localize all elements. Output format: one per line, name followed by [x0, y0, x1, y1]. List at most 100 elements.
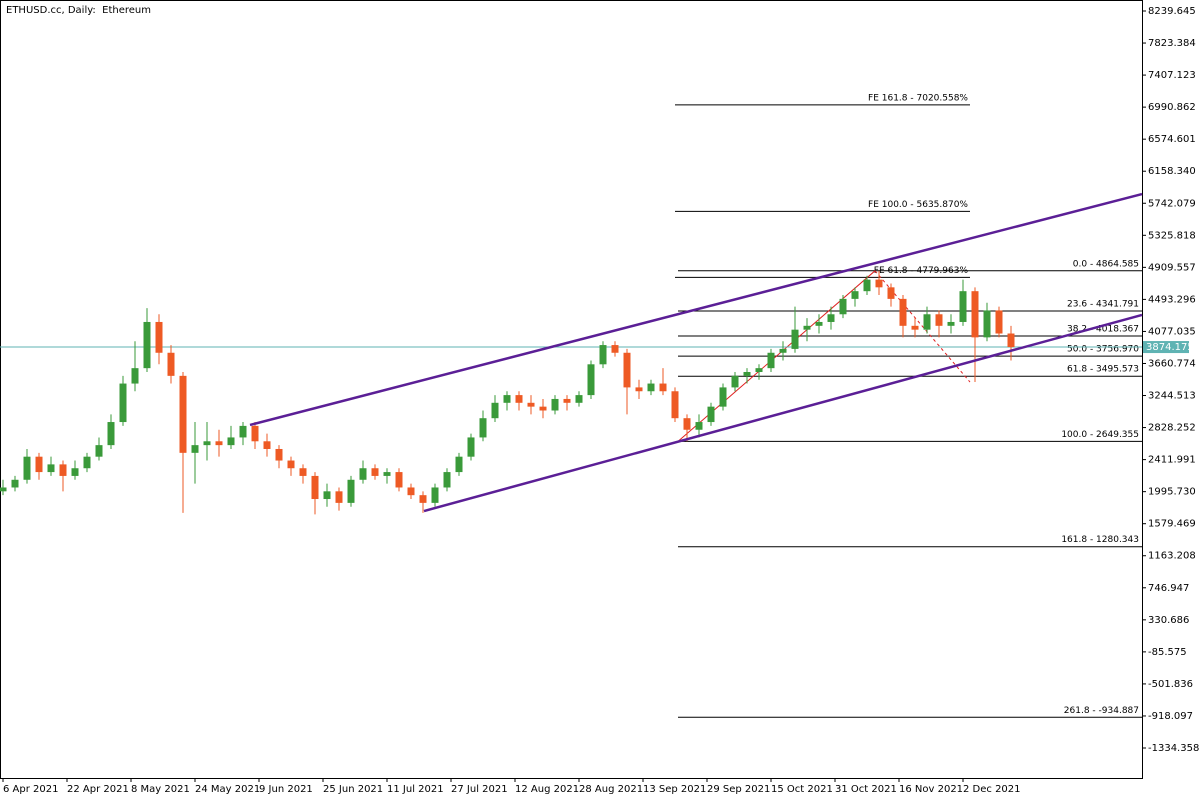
candle-body — [887, 287, 895, 299]
candle-body — [407, 487, 415, 496]
candle-body — [899, 298, 907, 326]
candle-body — [335, 491, 343, 503]
candle-body — [803, 325, 811, 330]
x-tick-label: 31 Oct 2021 — [835, 784, 897, 795]
x-tick-label: 16 Nov 2021 — [899, 784, 963, 795]
candle-body — [371, 468, 379, 476]
x-tick-label: 11 Jul 2021 — [387, 784, 444, 795]
fib-expansion-label: FE 61.8 - 4779.963% — [874, 266, 969, 276]
y-tick-label: 8239.645 — [1148, 6, 1196, 17]
candle-body — [923, 314, 931, 330]
candle-body — [275, 448, 283, 461]
channel-line — [249, 192, 1143, 427]
y-tick-label: -85.575 — [1148, 647, 1187, 658]
y-tick-label: 7407.123 — [1148, 70, 1196, 81]
candle-body — [227, 437, 235, 446]
candle-body — [11, 479, 19, 488]
candle-body — [35, 456, 43, 473]
candle-body — [695, 422, 703, 430]
candle-body — [263, 441, 271, 449]
candle-body — [971, 291, 979, 338]
candle-body — [23, 456, 31, 480]
candle-body — [983, 310, 991, 338]
candle-body — [935, 314, 943, 326]
fib-retracement-label: 23.6 - 4341.791 — [1067, 300, 1139, 310]
candle-body — [455, 456, 463, 473]
y-tick-label: 2411.991 — [1148, 455, 1196, 466]
candle-body — [215, 441, 223, 446]
candle-body — [359, 468, 367, 480]
candle-body — [479, 418, 487, 438]
candle-body — [0, 487, 7, 492]
candle-body — [251, 425, 259, 442]
y-tick-label: 1163.208 — [1148, 551, 1196, 562]
candle-body — [431, 487, 439, 503]
candle-body — [815, 321, 823, 326]
candle-body — [683, 418, 691, 430]
y-tick-label: 4077.035 — [1148, 326, 1196, 337]
candle-body — [623, 352, 631, 388]
y-tick-label: 3244.513 — [1148, 391, 1196, 402]
candle-body — [671, 391, 679, 419]
candle-body — [47, 464, 55, 473]
candle-body — [839, 298, 847, 315]
x-tick-label: 9 Jun 2021 — [259, 784, 313, 795]
x-tick-label: 24 May 2021 — [195, 784, 260, 795]
candle-body — [311, 475, 319, 500]
fib-retracement-label: 0.0 - 4864.585 — [1073, 259, 1139, 269]
candle-body — [863, 279, 871, 292]
fib-retracement-label: 261.8 - -934.887 — [1064, 706, 1139, 716]
candle-body — [731, 375, 739, 388]
candle-body — [611, 345, 619, 353]
candle-body — [107, 422, 115, 446]
candle-body — [599, 345, 607, 365]
candle-body — [167, 352, 175, 376]
candle-body — [323, 491, 331, 500]
candle-body — [395, 472, 403, 488]
x-tick-label: 25 Jun 2021 — [323, 784, 383, 795]
candle-body — [995, 310, 1003, 334]
candle-body — [827, 314, 835, 322]
x-tick-label: 6 Apr 2021 — [3, 784, 58, 795]
x-tick-label: 29 Sep 2021 — [707, 784, 770, 795]
candle-body — [587, 364, 595, 396]
candle-body — [83, 456, 91, 469]
candle-body — [959, 291, 967, 322]
y-tick-label: 2828.252 — [1148, 423, 1196, 434]
x-tick-label: 28 Aug 2021 — [579, 784, 643, 795]
x-tick-label: 12 Aug 2021 — [515, 784, 579, 795]
candle-body — [71, 468, 79, 476]
last-price-tag — [1143, 341, 1189, 354]
plot-frame — [0, 0, 1143, 779]
candle-body — [563, 398, 571, 403]
candle-body — [155, 321, 163, 353]
candle-body — [383, 472, 391, 476]
y-tick-label: -1334.358 — [1148, 743, 1199, 754]
candle-body — [503, 395, 511, 403]
candle-body — [719, 387, 727, 407]
y-tick-label: 4493.296 — [1148, 294, 1196, 305]
candle-body — [791, 329, 799, 349]
candle-body — [491, 402, 499, 419]
x-tick-label: 2 Dec 2021 — [963, 784, 1021, 795]
y-tick-label: 1995.730 — [1148, 487, 1196, 498]
x-tick-label: 15 Oct 2021 — [771, 784, 833, 795]
candle-body — [767, 352, 775, 369]
x-tick-label: 27 Jul 2021 — [451, 784, 508, 795]
candle-body — [1007, 333, 1015, 348]
x-tick-label: 8 May 2021 — [131, 784, 190, 795]
fib-retracement-label: 38.2 - 4018.367 — [1067, 324, 1139, 334]
candle-body — [59, 464, 67, 476]
candle-body — [635, 387, 643, 392]
y-tick-label: -918.097 — [1148, 711, 1193, 722]
candle-body — [875, 279, 883, 288]
candle-body — [179, 375, 187, 453]
candle-body — [143, 321, 151, 369]
x-tick-label: 13 Sep 2021 — [643, 784, 706, 795]
chart-title: ETHUSD.cc, Daily: Ethereum — [6, 5, 151, 16]
y-tick-label: 746.947 — [1148, 583, 1189, 594]
candle-body — [659, 383, 667, 392]
candle-body — [947, 321, 955, 326]
y-tick-label: 4909.557 — [1148, 262, 1196, 273]
